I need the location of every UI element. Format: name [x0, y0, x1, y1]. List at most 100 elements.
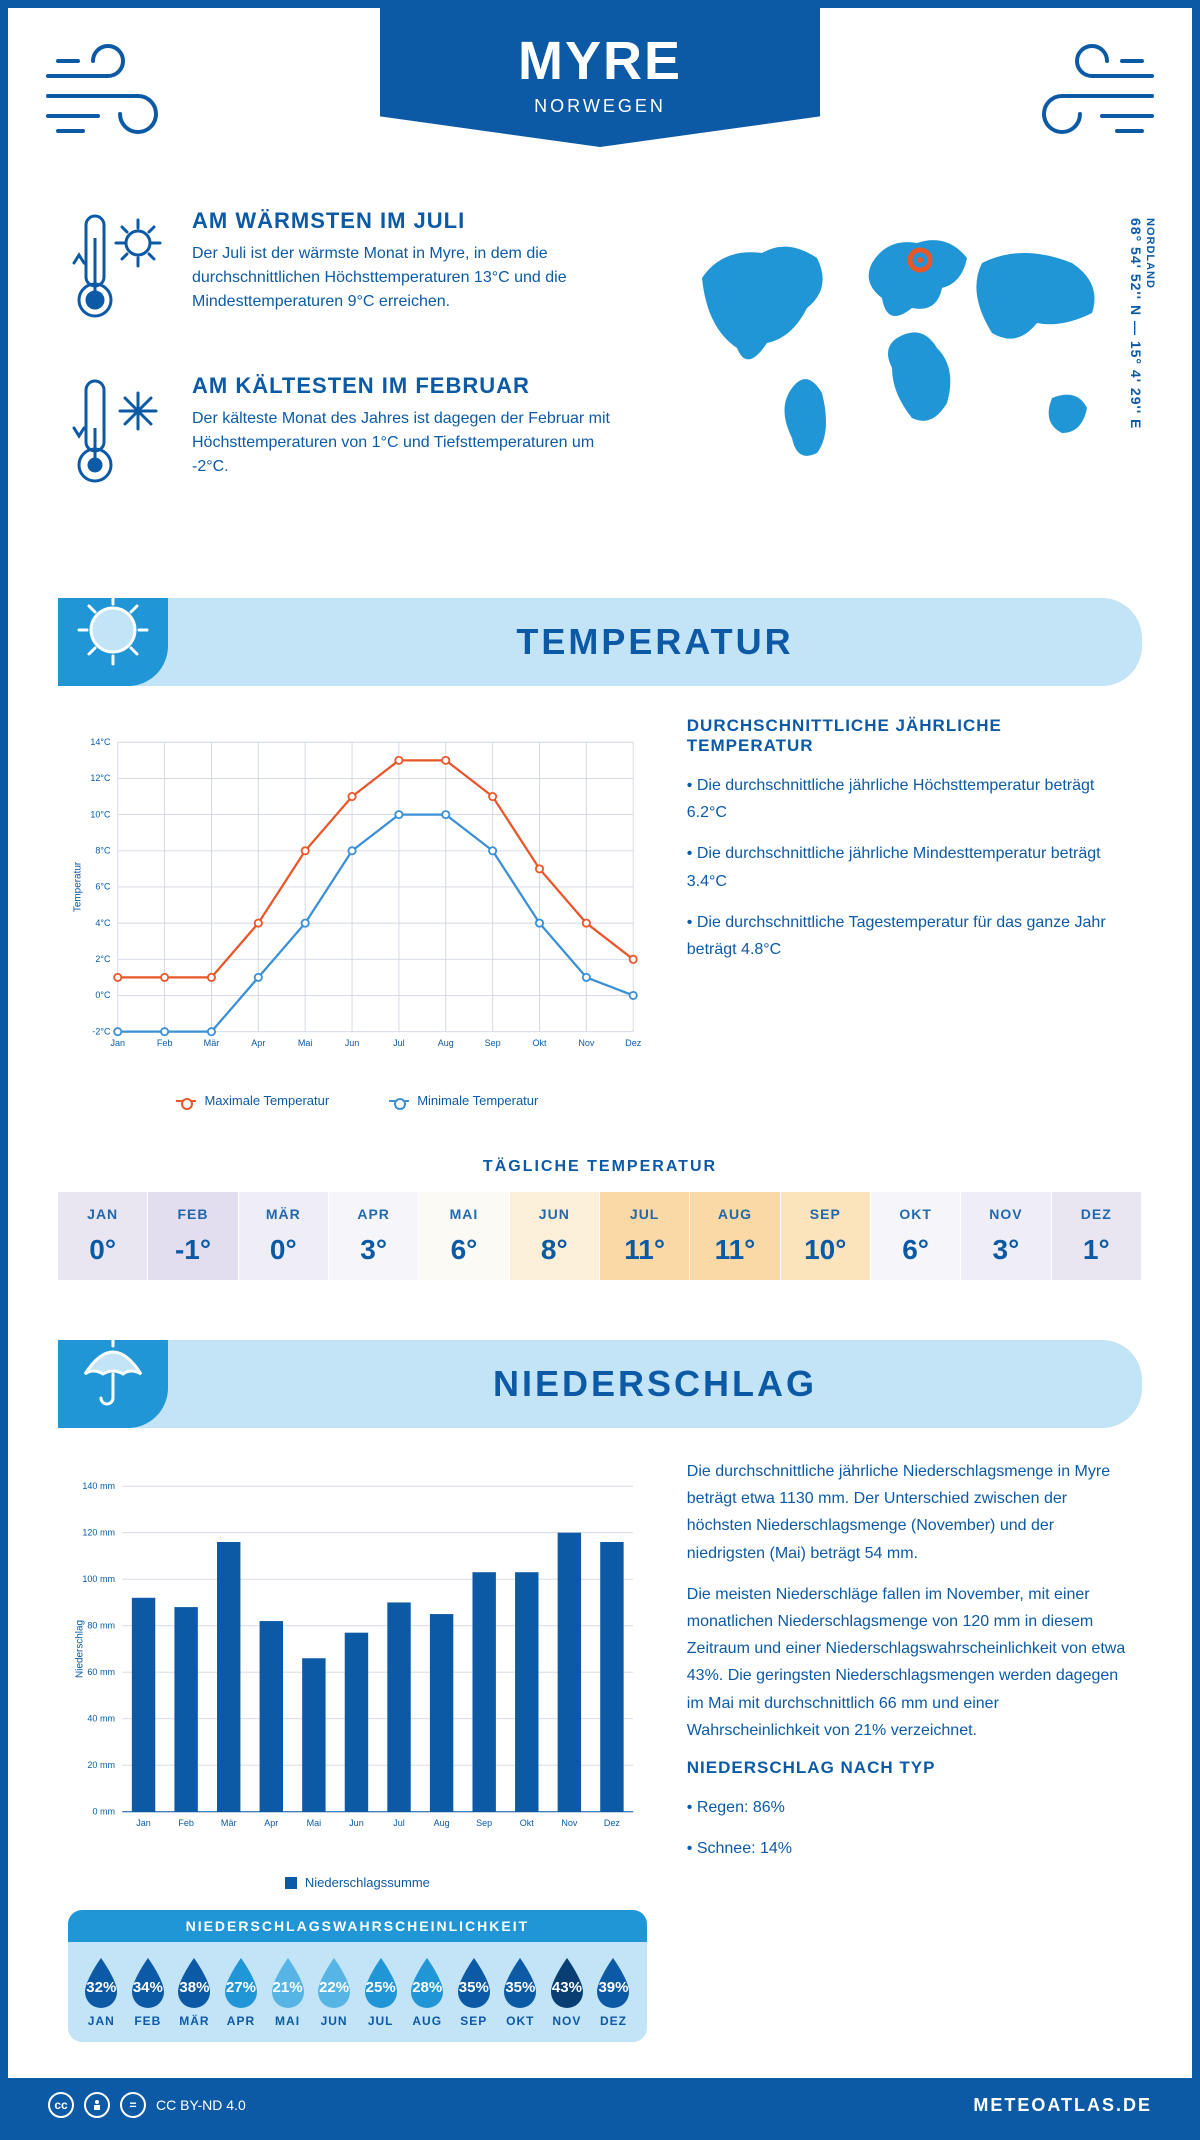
- chart-legend: Niederschlagssumme: [68, 1875, 647, 1890]
- svg-text:60 mm: 60 mm: [87, 1667, 115, 1677]
- chart-legend: Maximale Temperatur Minimale Temperatur: [68, 1093, 647, 1108]
- svg-text:Jan: Jan: [110, 1038, 125, 1048]
- month-label: MAI: [264, 2014, 311, 2028]
- temp-value: 3°: [329, 1234, 418, 1266]
- svg-text:40 mm: 40 mm: [87, 1713, 115, 1723]
- precipitation-chart: 0 mm20 mm40 mm60 mm80 mm100 mm120 mm140 …: [68, 1458, 647, 2042]
- month-label: MÄR: [239, 1206, 328, 1222]
- prob-cell: 35% SEP: [451, 1956, 498, 2028]
- temp-value: 3°: [961, 1234, 1050, 1266]
- drop-icon: 32%: [79, 1956, 123, 2010]
- daily-temp-cell: SEP 10°: [781, 1192, 871, 1280]
- precipitation-side-text: Die durchschnittliche jährliche Niedersc…: [687, 1458, 1132, 2042]
- month-label: MAI: [419, 1206, 508, 1222]
- temp-value: 6°: [871, 1234, 960, 1266]
- daily-temp-cell: JUN 8°: [510, 1192, 600, 1280]
- prob-value: 38%: [179, 1979, 209, 1996]
- prob-cell: 34% FEB: [125, 1956, 172, 2028]
- svg-text:Jan: Jan: [136, 1818, 151, 1828]
- svg-text:Dez: Dez: [625, 1038, 642, 1048]
- site-name: METEOATLAS.DE: [973, 2095, 1152, 2116]
- temp-bullet: Die durchschnittliche Tagestemperatur fü…: [687, 909, 1132, 963]
- month-label: NOV: [544, 2014, 591, 2028]
- section-title: NIEDERSCHLAG: [168, 1363, 1142, 1405]
- month-label: JUL: [600, 1206, 689, 1222]
- sun-icon: [58, 598, 168, 686]
- daily-temp-cell: AUG 11°: [690, 1192, 780, 1280]
- svg-text:12°C: 12°C: [90, 773, 111, 783]
- daily-temp-cell: DEZ 1°: [1052, 1192, 1142, 1280]
- license-text: CC BY-ND 4.0: [156, 2097, 246, 2113]
- footer: cc = CC BY-ND 4.0 METEOATLAS.DE: [8, 2078, 1192, 2132]
- svg-text:Temperatur: Temperatur: [73, 861, 84, 912]
- precip-type-title: NIEDERSCHLAG NACH TYP: [687, 1758, 1132, 1778]
- svg-text:Sep: Sep: [476, 1818, 492, 1828]
- legend-min: Minimale Temperatur: [389, 1093, 538, 1108]
- fact-title: AM KÄLTESTEN IM FEBRUAR: [192, 373, 632, 399]
- month-label: DEZ: [590, 2014, 637, 2028]
- svg-text:Mai: Mai: [298, 1038, 313, 1048]
- section-header-precipitation: NIEDERSCHLAG: [58, 1340, 1142, 1428]
- month-label: OKT: [497, 2014, 544, 2028]
- drop-icon: 39%: [591, 1956, 635, 2010]
- temp-value: 10°: [781, 1234, 870, 1266]
- legend-max: Maximale Temperatur: [176, 1093, 329, 1108]
- facts-column: AM WÄRMSTEN IM JULI Der Juli ist der wär…: [68, 208, 632, 538]
- drop-icon: 34%: [126, 1956, 170, 2010]
- daily-temp-cell: MAI 6°: [419, 1192, 509, 1280]
- precip-para: Die durchschnittliche jährliche Niedersc…: [687, 1458, 1132, 1567]
- drop-icon: 28%: [405, 1956, 449, 2010]
- section-title: TEMPERATUR: [168, 621, 1142, 663]
- temp-value: 11°: [690, 1234, 779, 1266]
- svg-text:Apr: Apr: [251, 1038, 265, 1048]
- drop-icon: 38%: [172, 1956, 216, 2010]
- prob-value: 22%: [319, 1979, 349, 1996]
- daily-temp-cell: JAN 0°: [58, 1192, 148, 1280]
- daily-temp-title: TÄGLICHE TEMPERATUR: [8, 1158, 1192, 1176]
- svg-text:Mai: Mai: [307, 1818, 322, 1828]
- month-label: DEZ: [1052, 1206, 1141, 1222]
- month-label: FEB: [125, 2014, 172, 2028]
- svg-text:Dez: Dez: [604, 1818, 621, 1828]
- precip-para: Die meisten Niederschläge fallen im Nove…: [687, 1581, 1132, 1744]
- prob-cell: 27% APR: [218, 1956, 265, 2028]
- drop-icon: 35%: [452, 1956, 496, 2010]
- prob-value: 35%: [459, 1979, 489, 1996]
- prob-value: 27%: [226, 1979, 256, 1996]
- prob-cell: 35% OKT: [497, 1956, 544, 2028]
- temp-value: 1°: [1052, 1234, 1141, 1266]
- nd-icon: =: [120, 2092, 146, 2118]
- month-label: JAN: [78, 2014, 125, 2028]
- temp-value: 8°: [510, 1234, 599, 1266]
- umbrella-icon: [58, 1340, 168, 1428]
- month-label: APR: [329, 1206, 418, 1222]
- coordinates: NORDLAND 68° 54' 52'' N — 15° 4' 29'' E: [1128, 218, 1156, 429]
- svg-text:4°C: 4°C: [95, 918, 111, 928]
- svg-text:Okt: Okt: [532, 1038, 547, 1048]
- coords-text: 68° 54' 52'' N — 15° 4' 29'' E: [1128, 218, 1144, 429]
- svg-text:Okt: Okt: [520, 1818, 535, 1828]
- daily-temp-cell: FEB -1°: [148, 1192, 238, 1280]
- svg-text:10°C: 10°C: [90, 809, 111, 819]
- prob-value: 25%: [366, 1979, 396, 1996]
- month-label: SEP: [451, 2014, 498, 2028]
- svg-text:14°C: 14°C: [90, 737, 111, 747]
- svg-text:80 mm: 80 mm: [87, 1620, 115, 1630]
- month-label: NOV: [961, 1206, 1050, 1222]
- thermometer-snow-icon: [68, 373, 168, 498]
- world-map-icon: [672, 208, 1132, 488]
- month-label: APR: [218, 2014, 265, 2028]
- svg-text:100 mm: 100 mm: [82, 1574, 115, 1584]
- drop-icon: 21%: [266, 1956, 310, 2010]
- title-banner: MYRE NORWEGEN: [380, 8, 820, 147]
- drop-icon: 35%: [498, 1956, 542, 2010]
- svg-text:0°C: 0°C: [95, 990, 111, 1000]
- warmest-fact: AM WÄRMSTEN IM JULI Der Juli ist der wär…: [68, 208, 632, 333]
- region-label: NORDLAND: [1144, 218, 1156, 421]
- temp-value: 0°: [58, 1234, 147, 1266]
- svg-text:Niederschlag: Niederschlag: [74, 1620, 85, 1678]
- svg-text:140 mm: 140 mm: [82, 1481, 115, 1491]
- coldest-fact: AM KÄLTESTEN IM FEBRUAR Der kälteste Mon…: [68, 373, 632, 498]
- prob-value: 34%: [133, 1979, 163, 1996]
- intro-section: AM WÄRMSTEN IM JULI Der Juli ist der wär…: [8, 188, 1192, 578]
